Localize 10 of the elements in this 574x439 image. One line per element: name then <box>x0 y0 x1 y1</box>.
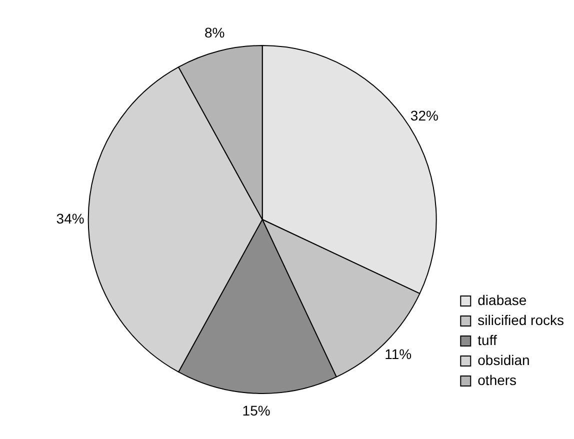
legend-label: diabase <box>478 292 527 308</box>
legend-label: tuff <box>478 332 497 348</box>
data-label: 34% <box>56 210 84 226</box>
data-label: 15% <box>242 402 270 418</box>
data-label: 11% <box>384 346 412 362</box>
data-label: 8% <box>204 24 225 40</box>
data-label: 32% <box>410 107 438 124</box>
legend-label: silicified rocks <box>478 312 564 328</box>
legend-label: obsidian <box>478 352 530 368</box>
legend-label: others <box>478 372 517 388</box>
